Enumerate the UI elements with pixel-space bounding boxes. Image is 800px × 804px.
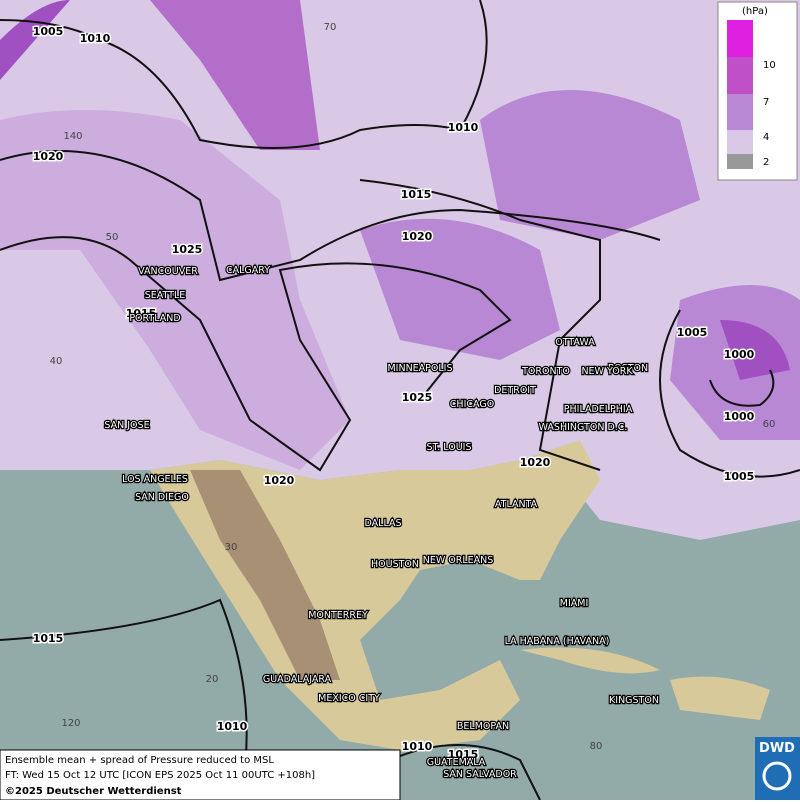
city-label: SEATTLE [145,290,186,301]
city-label: DETROIT [494,385,536,396]
city-label: TORONTO [521,366,570,377]
city-label: ST. LOUIS [427,442,472,453]
city-label: PORTLAND [129,313,180,324]
city-label: CHICAGO [450,399,494,410]
isobar [0,236,512,472]
city-label: MIAMI [560,598,589,609]
city-label: NEW ORLEANS [423,555,494,566]
isobar-label: 1010 [80,32,111,45]
isobar [0,598,248,801]
spread-high [0,0,70,80]
isobar-label: 1015 [448,748,479,761]
footer-text: Ensemble mean + spread of Pressure reduc… [5,755,274,766]
isobar-label: 1020 [520,456,551,469]
city-label: SAN JOSE [104,420,149,431]
city-label: CALGARY [226,265,270,276]
city-label: SAN DIEGO [135,492,189,503]
isobar-label: 1005 [33,25,64,38]
swatch [727,94,753,130]
legend-level: 10 [763,60,776,71]
city-label: LOS ANGELES [122,474,188,485]
isobar-label: 1010 [402,740,433,753]
logo: DWD [759,741,795,756]
footer-text: ©2025 Deutscher Wetterdienst [5,786,182,797]
isobar-label: 1010 [217,720,248,733]
city-label: HOUSTON [371,559,419,570]
swatch [727,154,753,169]
footer-box [0,749,401,801]
city-label: GUATEMALA [427,757,486,768]
cuba [520,647,660,674]
grid-label: 140 [63,131,82,142]
grid-label: 120 [61,718,80,729]
swatch [727,20,753,57]
labels: 1005101010201010101510201025101510251020… [31,22,776,781]
city-label: DALLAS [365,518,402,529]
ocean-east [560,520,800,800]
city-label: LA HABANA (HAVANA) [505,636,610,647]
isobar-label: 1005 [677,326,708,339]
city-label: MINNEAPOLIS [387,363,452,374]
spread-high [720,320,790,380]
isobar [389,744,541,801]
legend-unit: (hPa) [742,6,768,17]
isobar-label: 1020 [33,150,64,163]
city-label: ATLANTA [495,499,538,510]
footer-text: FT: Wed 15 Oct 12 UTC [ICON EPS 2025 Oct… [5,770,315,781]
isobar-label: 1025 [402,391,433,404]
city-label: VANCOUVER [138,266,198,277]
legend-level: 2 [763,157,769,168]
city-label: PHILADELPHIA [564,404,633,415]
isobar [0,0,488,149]
legend-level: 7 [763,97,769,108]
swatch [727,130,753,154]
swatch [727,57,753,94]
isobar [659,309,800,478]
grid-label: 60 [763,419,776,430]
isobar-label: 1015 [401,188,432,201]
isobar-label: 1025 [172,243,203,256]
legend-level: 4 [763,132,769,143]
city-label: OTTAWA [555,337,595,348]
city-label: WASHINGTON D.C. [539,422,628,433]
legend: (hPa) 10 7 4 2 [717,1,798,181]
grid-label: 50 [106,232,119,243]
isobar-label: 1000 [724,348,755,361]
isobar-label: 1010 [448,121,479,134]
city-label: BELMOPAN [457,721,509,732]
city-label: KINGSTON [609,695,659,706]
isobar [0,150,661,282]
isobar [709,369,775,407]
isobar-label: 1015 [33,632,64,645]
city-label: SAN SALVADOR [443,769,517,780]
isobar [359,179,601,471]
city-label: NEW YORK [581,366,633,377]
isobar-label: 1020 [264,474,295,487]
mountains [190,470,340,680]
isobar-label: 1020 [402,230,433,243]
city-label: GUADALAJARA [263,674,332,685]
isobar-label: 1000 [724,410,755,423]
grid-label: 20 [206,674,219,685]
city-label: MEXICO CITY [318,693,380,704]
spread-high [150,0,320,150]
isobar-label: 1005 [724,470,755,483]
grid-label: 80 [590,741,603,752]
city-label: MONTERREY [308,610,368,621]
isobar-label: 1015 [126,307,157,320]
grid-label: 40 [50,356,63,367]
spread-mid [0,110,350,470]
logo-swirl [762,761,792,791]
spread-mid [360,218,560,360]
grid-label: 30 [225,542,238,553]
grid-label: 70 [324,22,337,33]
city-label: BOSTON [608,363,648,374]
spread-mid [480,90,700,240]
hispaniola [670,676,770,720]
